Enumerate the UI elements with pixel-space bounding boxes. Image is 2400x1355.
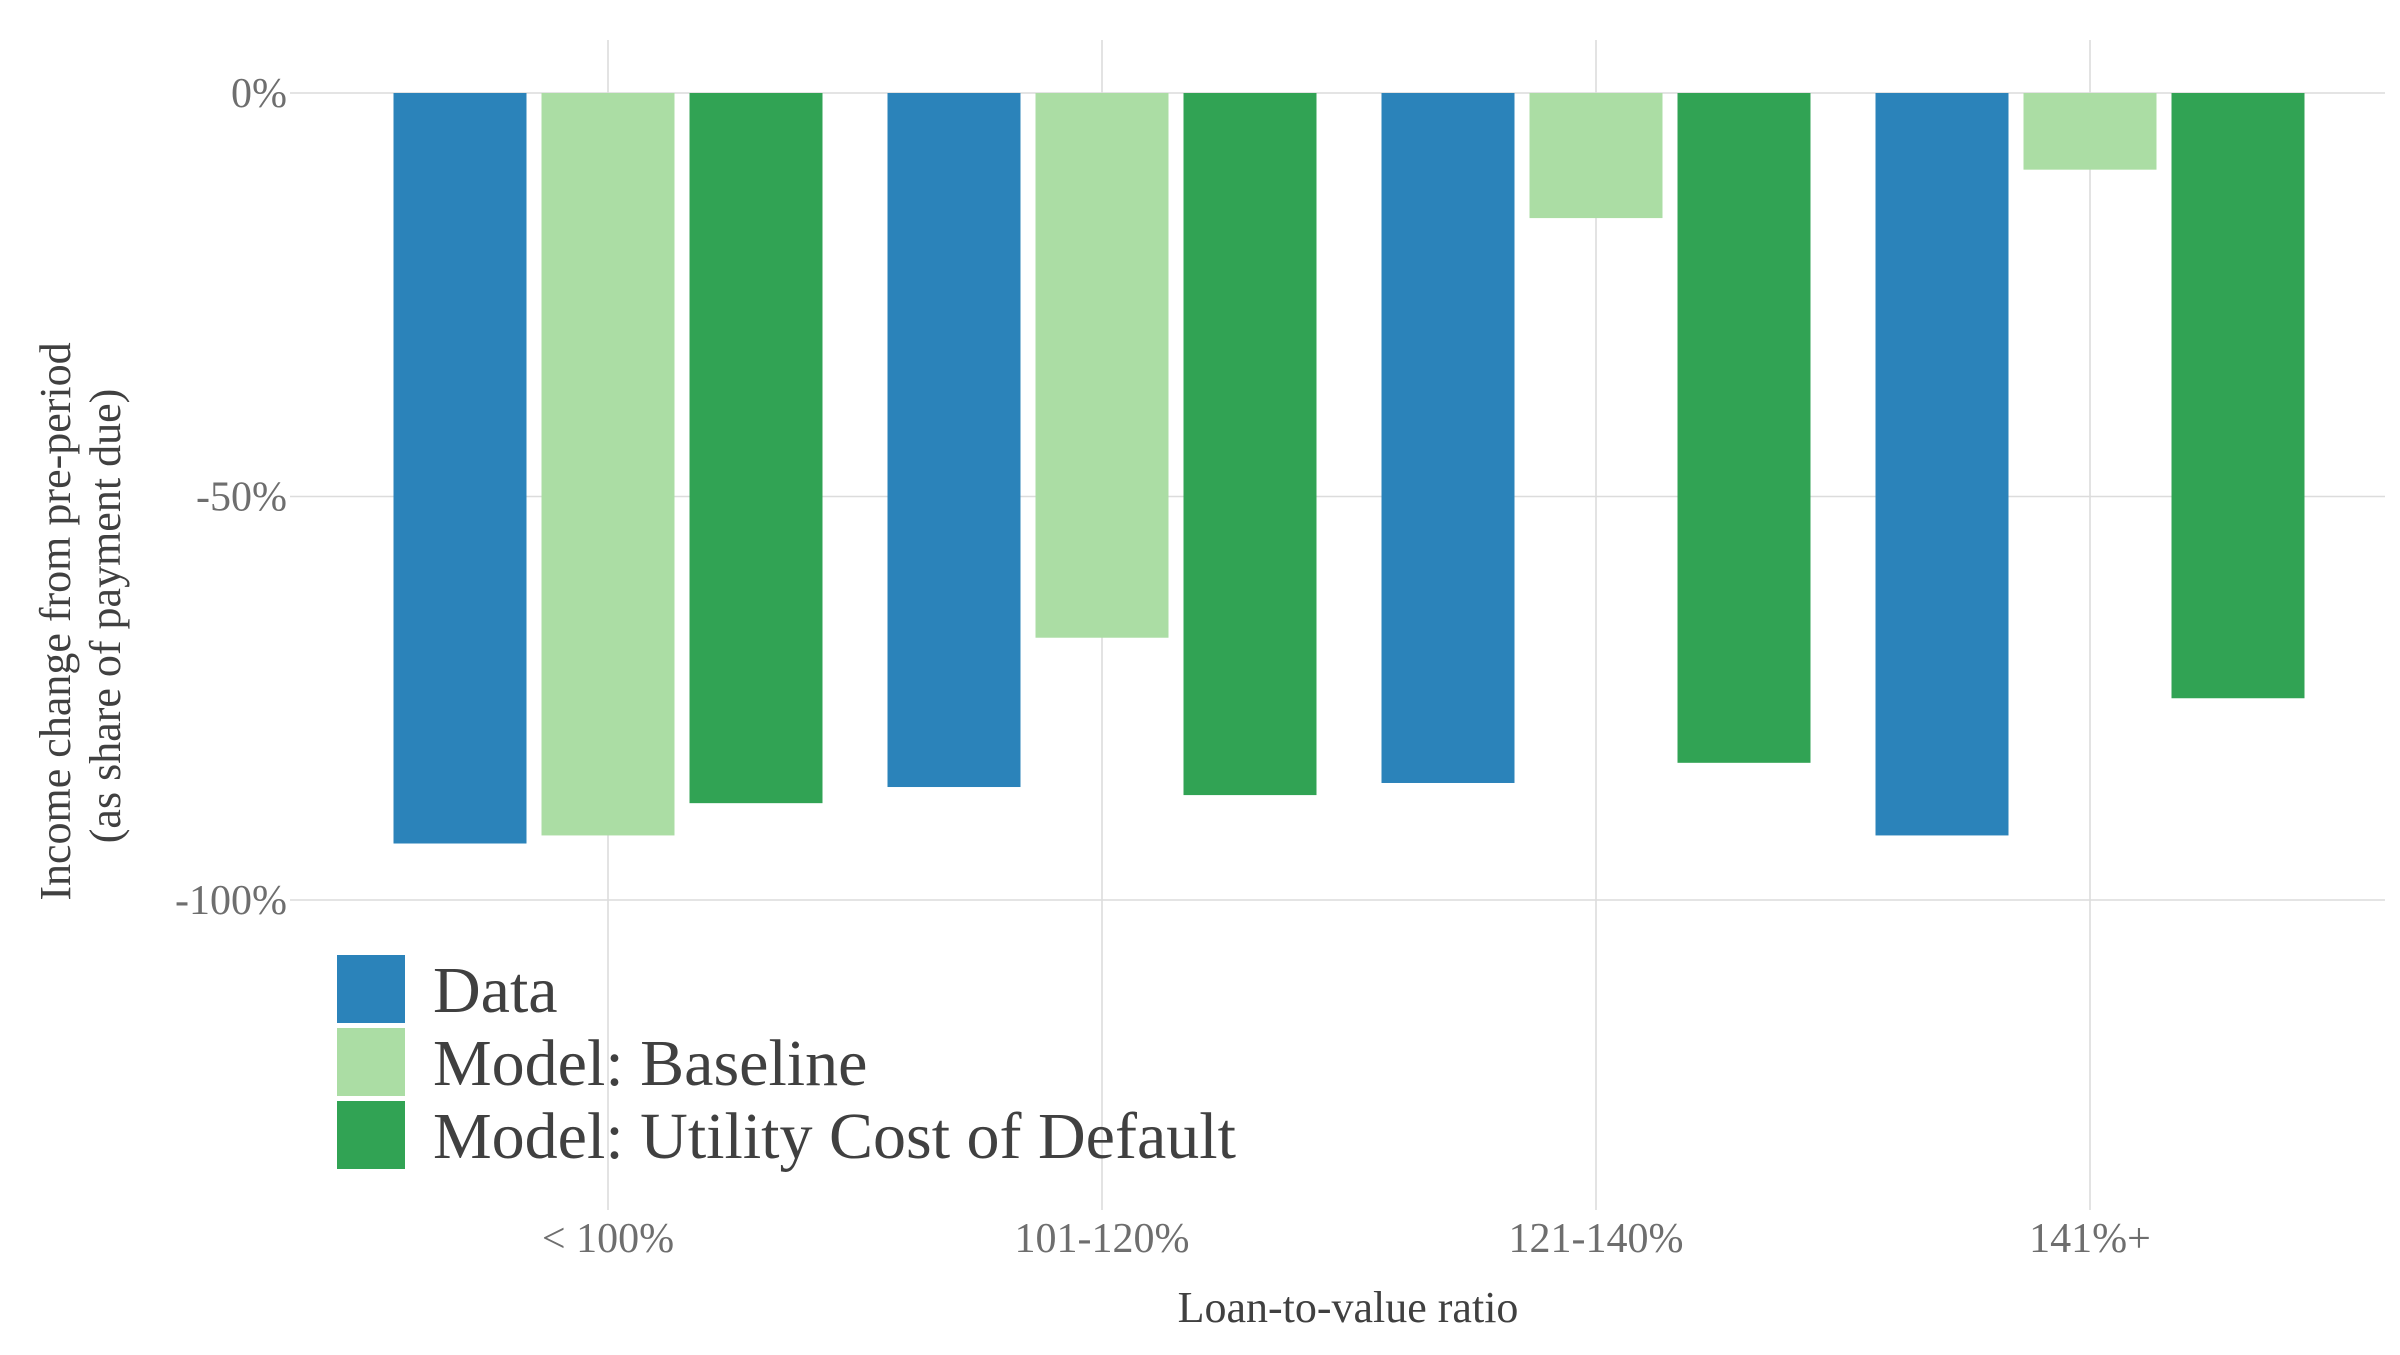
bars (393, 93, 2305, 844)
y-axis-title: Income change from pre-period (as share … (31, 331, 130, 900)
bar-data-4 (1875, 93, 2009, 836)
bar-model-utility-cost-1 (689, 93, 823, 804)
x-axis-ticks: < 100% 101-120% 121-140% 141%+ (542, 1216, 2151, 1262)
y-axis-ticks: 0% -50% -100% (175, 71, 287, 924)
x-tick-label: < 100% (542, 1216, 674, 1262)
legend-label: Data (433, 954, 558, 1027)
bar-model-baseline-3 (1529, 93, 1663, 219)
bar-model-baseline-2 (1035, 93, 1169, 638)
bar-data-1 (393, 93, 527, 844)
x-tick-label: 101-120% (1015, 1216, 1190, 1262)
bar-model-baseline-1 (541, 93, 675, 836)
y-tick-label: -100% (175, 878, 287, 924)
legend-key (337, 1028, 405, 1096)
legend-label: Model: Utility Cost of Default (433, 1100, 1236, 1173)
y-tick-label: -50% (196, 475, 287, 521)
bar-model-baseline-4 (2023, 93, 2157, 170)
y-axis-title-line-1: Income change from pre-period (31, 342, 80, 900)
x-tick-label: 141%+ (2029, 1216, 2151, 1262)
bar-data-2 (887, 93, 1021, 788)
x-tick-label: 121-140% (1509, 1216, 1684, 1262)
legend-key (337, 1101, 405, 1169)
y-tick-label: 0% (231, 71, 287, 117)
legend-key (337, 955, 405, 1023)
bar-model-utility-cost-3 (1677, 93, 1811, 763)
bar-model-utility-cost-4 (2171, 93, 2305, 699)
bar-data-3 (1381, 93, 1515, 783)
y-axis-title-line-2: (as share of payment due) (81, 389, 130, 843)
x-axis-title: Loan-to-value ratio (1178, 1283, 1519, 1332)
bar-model-utility-cost-2 (1183, 93, 1317, 796)
legend-label: Model: Baseline (433, 1027, 867, 1100)
